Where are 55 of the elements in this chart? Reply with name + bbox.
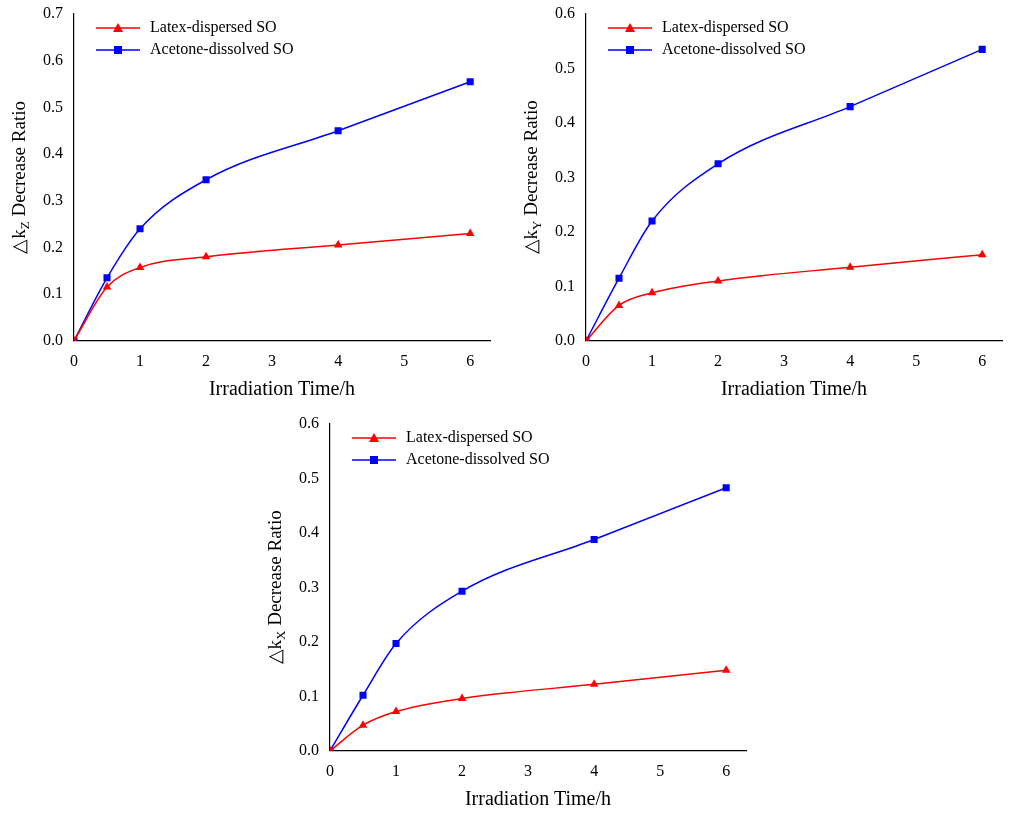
y-tick-label: 0.3 [43, 190, 63, 208]
y-tick-label: 0.1 [555, 276, 575, 294]
y-tick-label: 0.5 [299, 468, 319, 486]
y-tick-label: 0.2 [43, 237, 63, 255]
y-tick-label: 0.6 [43, 50, 63, 68]
legend-label: Acetone-dissolved SO [150, 40, 294, 58]
x-axis-title: Irradiation Time/h [208, 377, 356, 400]
legend-label: Latex-dispersed SO [662, 18, 789, 37]
x-tick-label: 3 [524, 761, 533, 779]
y-tick-label: 0.2 [299, 632, 319, 650]
x-tick-label: 2 [714, 351, 723, 369]
x-tick-label: 5 [656, 761, 665, 779]
y-tick-label: 0.2 [555, 222, 575, 240]
legend-label: Latex-dispersed SO [150, 18, 277, 37]
legend-label: Acetone-dissolved SO [662, 40, 806, 58]
x-tick-label: 6 [722, 761, 731, 779]
legend-label: Latex-dispersed SO [406, 428, 533, 447]
y-tick-label: 0.4 [43, 144, 63, 162]
y-tick-label: 0.3 [555, 167, 575, 185]
y-tick-label: 0.3 [299, 577, 319, 595]
y-axis-title: △kX Decrease Ratio [263, 510, 289, 665]
x-tick-label: 1 [648, 351, 657, 369]
y-tick-label: 0.6 [555, 4, 575, 22]
x-tick-label: 1 [392, 761, 401, 779]
y-tick-label: 0.1 [299, 686, 319, 704]
x-tick-label: 1 [136, 351, 145, 369]
x-tick-label: 6 [466, 351, 475, 369]
x-axis-title: Irradiation Time/h [464, 787, 612, 810]
x-tick-label: 5 [400, 351, 409, 369]
x-tick-label: 3 [780, 351, 789, 369]
x-tick-label: 5 [912, 351, 921, 369]
x-tick-label: 0 [70, 351, 78, 369]
y-axis-title: △kY Decrease Ratio [519, 100, 545, 255]
y-axis-title: △kZ Decrease Ratio [7, 101, 33, 254]
y-tick-label: 0.0 [555, 331, 575, 348]
x-tick-label: 4 [846, 351, 855, 369]
x-tick-label: 2 [458, 761, 467, 779]
x-tick-label: 2 [202, 351, 211, 369]
y-tick-label: 0.4 [299, 523, 319, 541]
x-tick-label: 4 [334, 351, 343, 369]
y-tick-label: 0.4 [555, 113, 575, 131]
y-tick-label: 0.0 [43, 331, 63, 348]
x-axis-title: Irradiation Time/h [720, 377, 868, 400]
x-tick-label: 0 [326, 761, 334, 779]
x-tick-label: 3 [268, 351, 277, 369]
y-tick-label: 0.6 [299, 414, 319, 432]
y-tick-label: 0.5 [555, 58, 575, 76]
x-tick-label: 4 [590, 761, 599, 779]
y-tick-label: 0.7 [43, 4, 63, 22]
y-tick-label: 0.5 [43, 97, 63, 115]
x-tick-label: 0 [582, 351, 590, 369]
y-tick-label: 0.0 [299, 741, 319, 758]
x-tick-label: 6 [978, 351, 987, 369]
legend-label: Acetone-dissolved SO [406, 450, 550, 468]
y-tick-label: 0.1 [43, 284, 63, 302]
